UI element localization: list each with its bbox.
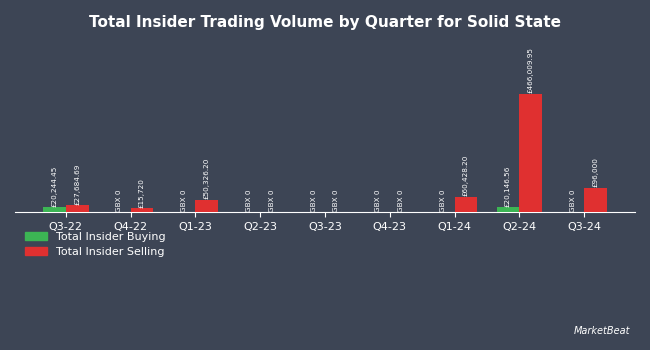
Title: Total Insider Trading Volume by Quarter for Solid State: Total Insider Trading Volume by Quarter …	[89, 15, 561, 30]
Text: £466,009.95: £466,009.95	[528, 48, 534, 93]
Text: £20,146.56: £20,146.56	[505, 165, 511, 206]
Text: GBX 0: GBX 0	[333, 189, 339, 212]
Bar	[519, 94, 542, 212]
Text: GBX 0: GBX 0	[376, 189, 382, 212]
Text: GBX 0: GBX 0	[116, 189, 122, 212]
Text: £50,326.20: £50,326.20	[203, 158, 210, 199]
Text: £60,428.20: £60,428.20	[463, 155, 469, 196]
Text: GBX 0: GBX 0	[246, 189, 252, 212]
Text: £96,000: £96,000	[593, 158, 599, 187]
Legend: Total Insider Buying, Total Insider Selling: Total Insider Buying, Total Insider Sell…	[21, 227, 170, 261]
Text: £20,244.45: £20,244.45	[51, 165, 57, 206]
Text: GBX 0: GBX 0	[570, 189, 576, 212]
Text: GBX 0: GBX 0	[311, 189, 317, 212]
Text: GBX 0: GBX 0	[181, 189, 187, 212]
Bar	[454, 197, 477, 212]
Text: £27,684.69: £27,684.69	[74, 163, 80, 205]
Text: MarketBeat: MarketBeat	[574, 326, 630, 336]
Bar	[43, 207, 66, 212]
Text: GBX 0: GBX 0	[398, 189, 404, 212]
Bar	[196, 199, 218, 212]
Bar	[584, 188, 607, 212]
Text: £15,720: £15,720	[139, 178, 145, 208]
Text: GBX 0: GBX 0	[440, 189, 447, 212]
Text: GBX 0: GBX 0	[268, 189, 274, 212]
Bar	[66, 205, 88, 212]
Bar	[497, 207, 519, 212]
Bar	[131, 208, 153, 212]
